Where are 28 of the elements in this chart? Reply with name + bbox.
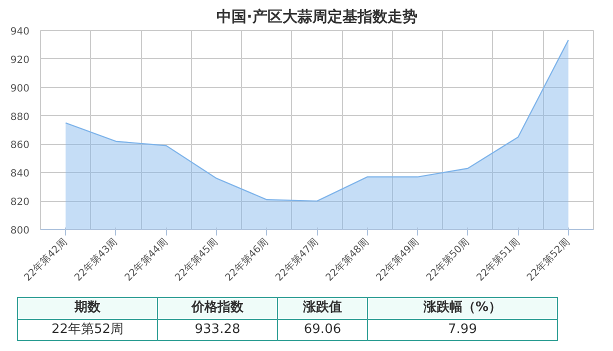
text: 69.06 [278,319,368,341]
x-tick-label: 22年第44周 [122,236,170,284]
x-tick-label: 22年第51周 [474,236,522,284]
text: 7.99 [368,319,558,341]
y-tick-label: 860 [10,140,30,152]
y-tick-label: 800 [10,226,30,236]
x-tick-label: 22年第52周 [524,236,572,284]
y-tick-label: 900 [10,83,30,94]
y-tick-label: 940 [10,26,30,38]
text: 期数 [18,298,158,320]
chart-title: 中国·产区大蒜周定基指数走势 [216,8,418,26]
x-tick-label: 22年第49周 [374,236,422,284]
x-tick-label: 22年第47周 [273,236,321,284]
text: 933.28 [158,319,278,341]
text: 价格指数 [158,298,278,320]
x-tick-label: 22年第46周 [222,236,271,284]
y-tick-label: 840 [10,168,30,180]
x-tick-label: 22年第48周 [323,236,372,284]
text: 涨跌幅（%） [368,298,558,320]
x-tick-label: 22年第50周 [424,236,472,284]
y-tick-label: 920 [10,54,30,66]
y-tick-label: 820 [10,197,30,208]
x-tick-label: 22年第45周 [172,236,220,284]
x-tick-label: 22年第42周 [22,236,70,284]
x-tick-label: 22年第43周 [72,236,120,284]
text: 涨跌值 [278,298,368,320]
text: 22年第52周 [18,319,158,341]
y-tick-label: 880 [10,112,30,123]
